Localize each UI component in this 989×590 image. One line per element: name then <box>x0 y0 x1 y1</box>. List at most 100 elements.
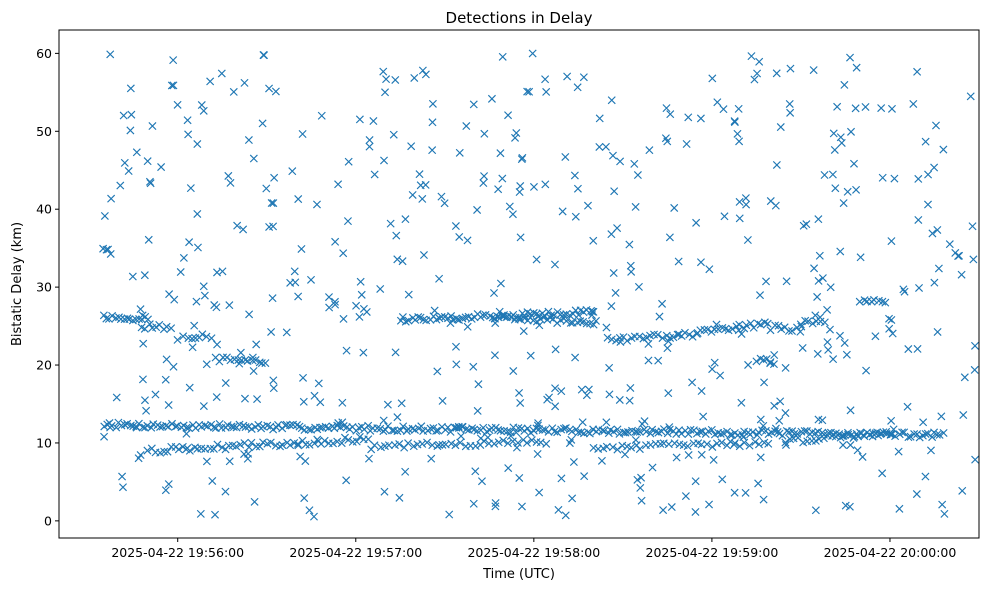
detection-point <box>126 84 135 93</box>
detection-point <box>633 428 642 437</box>
detection-point <box>206 77 215 86</box>
detection-point <box>644 339 653 348</box>
detection-point <box>735 137 744 146</box>
detection-point <box>900 287 909 296</box>
detection-point <box>955 251 964 260</box>
detection-point <box>397 399 406 408</box>
detection-point <box>582 319 591 328</box>
detection-point <box>478 311 487 320</box>
detection-point <box>404 290 413 299</box>
detection-point <box>337 439 346 448</box>
detection-point <box>737 329 746 338</box>
detection-point <box>636 483 645 492</box>
detection-point <box>579 73 588 82</box>
detection-point <box>236 348 245 357</box>
detection-point <box>762 277 771 286</box>
detection-point <box>269 376 278 385</box>
detection-point <box>313 435 322 444</box>
detection-point <box>519 327 528 336</box>
detection-point <box>451 342 460 351</box>
detection-point <box>705 500 714 509</box>
detection-point <box>609 269 618 278</box>
detection-point <box>696 114 705 123</box>
detection-point <box>966 92 975 101</box>
detection-point <box>663 429 672 438</box>
detection-point <box>112 393 121 402</box>
detection-point <box>210 301 219 310</box>
detection-point <box>782 277 791 286</box>
detection-point <box>193 243 202 252</box>
detection-point <box>225 457 234 466</box>
detection-point <box>551 345 560 354</box>
detection-point <box>807 436 816 445</box>
detection-point <box>269 222 278 231</box>
detection-point <box>621 428 630 437</box>
detection-point <box>836 133 845 142</box>
detection-point <box>541 75 550 84</box>
detection-point <box>921 429 930 438</box>
detection-point <box>161 486 170 495</box>
detection-point <box>316 398 325 407</box>
y-tick-label: 50 <box>36 124 52 139</box>
detection-point <box>418 439 427 448</box>
detection-point <box>380 156 389 165</box>
detection-point <box>926 446 935 455</box>
detection-point <box>717 438 726 447</box>
detection-point <box>889 425 898 434</box>
detection-point <box>891 432 900 441</box>
detection-point <box>637 473 646 482</box>
detection-point <box>877 104 886 113</box>
detection-point <box>756 453 765 462</box>
y-axis: 0 10 20 30 40 50 60 <box>36 46 59 528</box>
detection-point <box>937 412 946 421</box>
detection-point <box>477 477 486 486</box>
detection-point <box>759 495 768 504</box>
detection-point <box>106 249 115 258</box>
detection-point <box>512 443 521 452</box>
detection-point <box>856 253 865 262</box>
detection-point <box>516 398 525 407</box>
detection-point <box>532 317 541 326</box>
detection-point <box>542 439 551 448</box>
detection-point <box>697 387 706 396</box>
detection-point <box>286 421 295 430</box>
detection-point <box>331 237 340 246</box>
detection-point <box>574 311 583 320</box>
detection-point <box>654 356 663 365</box>
detection-point <box>558 207 567 216</box>
detection-point <box>813 292 822 301</box>
detection-point <box>162 421 171 430</box>
detection-point <box>712 439 721 448</box>
detection-point <box>930 163 939 172</box>
detection-point <box>364 435 373 444</box>
detection-point <box>435 440 444 449</box>
detection-point <box>709 455 718 464</box>
detection-point <box>860 296 869 305</box>
detection-point <box>163 447 172 456</box>
detection-point <box>156 422 165 431</box>
detection-point <box>726 430 735 439</box>
detection-point <box>299 397 308 406</box>
detection-point <box>393 413 402 422</box>
detection-point <box>352 301 361 310</box>
detection-point <box>146 179 155 188</box>
detection-point <box>269 199 278 208</box>
detection-point <box>483 433 492 442</box>
detection-point <box>132 148 141 157</box>
detection-point <box>134 454 143 463</box>
detection-point <box>921 137 930 146</box>
detection-point <box>373 424 382 433</box>
detection-point <box>932 430 941 439</box>
detection-point <box>938 500 947 509</box>
detection-point <box>680 328 689 337</box>
detection-point <box>699 412 708 421</box>
detection-point <box>682 139 691 149</box>
detection-point <box>637 496 646 505</box>
detection-point <box>735 442 744 451</box>
detection-point <box>312 200 321 209</box>
detection-point <box>487 94 496 103</box>
detection-point <box>615 395 624 404</box>
detection-point <box>301 440 310 449</box>
detection-point <box>583 201 592 210</box>
detection-point <box>702 440 711 449</box>
